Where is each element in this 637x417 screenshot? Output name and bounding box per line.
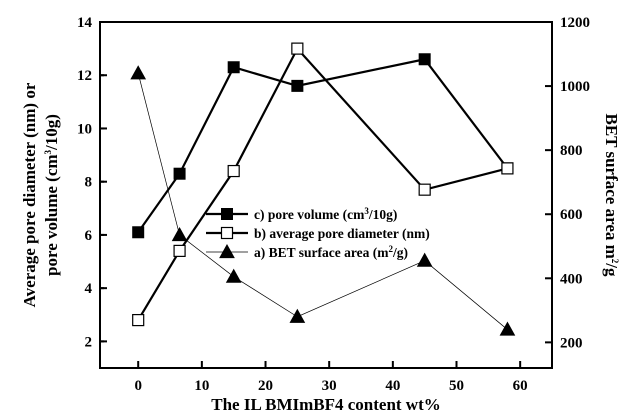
legend-label: b) average pore diameter (nm) [254, 226, 430, 241]
plot-frame [99, 21, 553, 369]
x-tick-label: 60 [513, 378, 528, 394]
data-point [499, 321, 516, 336]
data-point [132, 313, 145, 327]
right-y-tick-label: 1000 [560, 79, 590, 95]
series-line [137, 73, 508, 330]
right-y-tick-label: 1200 [560, 15, 590, 31]
data-point [291, 42, 304, 55]
legend: c) pore volume (cm3/10g) b) average pore … [206, 206, 430, 260]
left-y-axis-title: Average pore diameter (nm) or pore volum… [20, 82, 61, 307]
right-y-tick-label: 200 [560, 335, 583, 351]
right-y-tick-label: 800 [560, 143, 583, 159]
left-y-tick-label: 10 [77, 121, 92, 137]
x-axis-ticks: 0 10 20 30 40 50 60 [134, 361, 528, 394]
data-point [173, 167, 186, 180]
x-tick-label: 30 [322, 378, 337, 394]
data-point [225, 268, 242, 283]
data-point [173, 244, 186, 257]
left-y-tick-label: 14 [77, 15, 93, 31]
legend-item: a) BET surface area (m2/g) [206, 243, 408, 260]
data-point [130, 65, 147, 80]
x-tick-label: 20 [258, 378, 273, 394]
data-point [227, 164, 240, 178]
series-1 [132, 42, 514, 327]
data-point [416, 252, 433, 267]
x-tick-label: 40 [385, 378, 400, 394]
legend-label: c) pore volume (cm3/10g) [254, 206, 397, 222]
data-point [418, 53, 431, 66]
left-y-axis-title-line2: pore volume (cm3/10g) [42, 114, 61, 276]
data-point [227, 61, 240, 74]
data-point [171, 227, 188, 242]
series-line [137, 46, 508, 321]
x-tick-label: 50 [449, 378, 464, 394]
right-y-axis-title: BET surface area m2/g [602, 113, 621, 277]
series-line [137, 58, 509, 233]
legend-item: c) pore volume (cm3/10g) [206, 206, 397, 222]
x-tick-label: 10 [194, 378, 209, 394]
right-y-axis-ticks: 200 400 600 800 1000 1200 [545, 15, 590, 351]
left-y-tick-label: 6 [85, 228, 93, 244]
data-point [289, 308, 306, 323]
left-y-tick-label: 8 [85, 175, 93, 191]
left-y-axis-ticks: 2 4 6 8 10 12 14 [77, 15, 107, 350]
legend-marker [220, 226, 234, 240]
legend-marker [221, 208, 233, 220]
data-point [291, 79, 304, 92]
data-point [132, 226, 145, 239]
right-y-tick-label: 400 [560, 271, 583, 287]
left-y-axis-title-line1: Average pore diameter (nm) or [20, 82, 39, 307]
series-layer [130, 42, 516, 336]
legend-item: b) average pore diameter (nm) [206, 226, 430, 241]
series-2 [130, 65, 516, 336]
data-point [418, 183, 431, 196]
left-y-tick-label: 12 [77, 68, 92, 84]
legend-label: a) BET surface area (m2/g) [254, 244, 408, 260]
x-tick-label: 0 [134, 378, 142, 394]
svg-text:BET surface area m2/g: BET surface area m2/g [602, 113, 621, 277]
left-y-tick-label: 2 [85, 334, 93, 350]
x-axis-title: The IL BMImBF4 content wt% [211, 395, 441, 414]
data-point [501, 162, 514, 175]
legend-marker [219, 243, 235, 259]
left-y-tick-label: 4 [85, 281, 93, 297]
right-y-tick-label: 600 [560, 207, 583, 223]
